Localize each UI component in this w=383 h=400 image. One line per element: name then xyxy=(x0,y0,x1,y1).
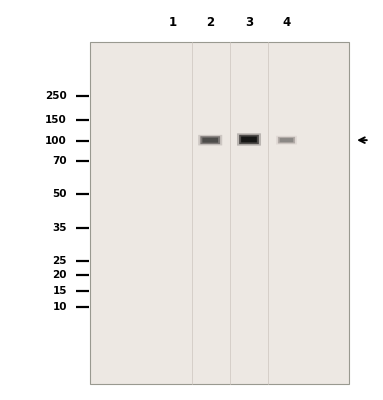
Text: 3: 3 xyxy=(245,16,253,28)
Text: 25: 25 xyxy=(52,256,67,266)
Text: 35: 35 xyxy=(52,223,67,233)
FancyBboxPatch shape xyxy=(278,137,295,144)
Text: 2: 2 xyxy=(206,16,214,28)
FancyBboxPatch shape xyxy=(202,138,218,143)
FancyBboxPatch shape xyxy=(198,135,222,146)
Text: 10: 10 xyxy=(52,302,67,312)
FancyBboxPatch shape xyxy=(280,138,293,142)
FancyBboxPatch shape xyxy=(276,136,297,144)
FancyBboxPatch shape xyxy=(239,135,259,144)
Text: 50: 50 xyxy=(52,189,67,199)
Text: 4: 4 xyxy=(282,16,291,28)
FancyBboxPatch shape xyxy=(241,136,257,142)
Text: 15: 15 xyxy=(52,286,67,296)
Text: 250: 250 xyxy=(45,91,67,101)
Bar xyxy=(90,42,349,384)
Text: 150: 150 xyxy=(45,115,67,125)
Text: 1: 1 xyxy=(169,16,177,28)
Text: 20: 20 xyxy=(52,270,67,280)
FancyBboxPatch shape xyxy=(237,133,261,146)
FancyBboxPatch shape xyxy=(200,136,220,144)
Text: 100: 100 xyxy=(45,136,67,146)
Text: 70: 70 xyxy=(52,156,67,166)
